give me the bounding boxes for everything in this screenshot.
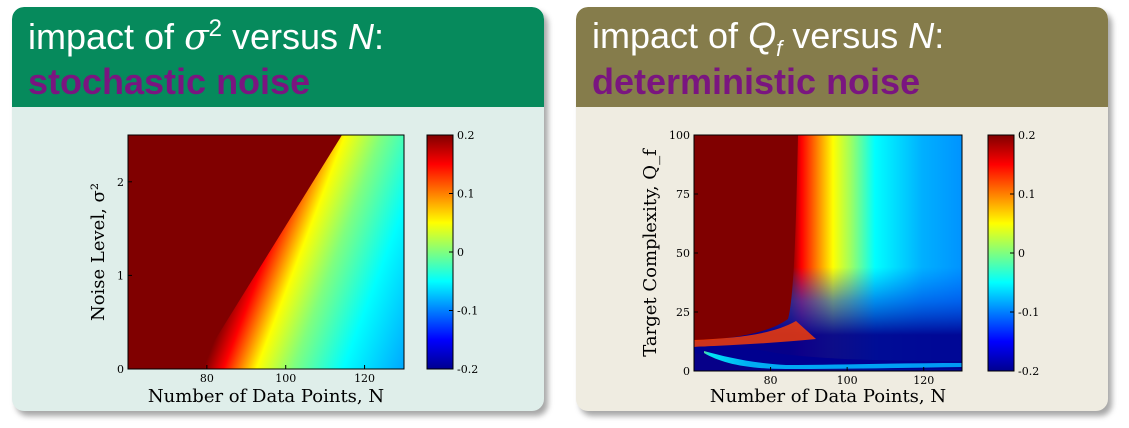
y-axis-label: Noise Level, σ² — [88, 183, 109, 321]
q-symbol: Q — [748, 15, 777, 56]
heatmap-area — [694, 135, 962, 371]
x-tick-label: 100 — [275, 372, 296, 385]
colorbar — [987, 134, 1015, 372]
colorbar-tick-label: -0.1 — [1018, 306, 1039, 319]
colorbar-tick-label: 0.2 — [1018, 129, 1036, 142]
colorbar-tick-label: -0.1 — [457, 305, 478, 318]
x-tick-label: 120 — [913, 374, 934, 387]
y-tick-label: 100 — [669, 129, 690, 142]
colorbar-tick-label: 0 — [457, 246, 464, 259]
x-tick-label: 120 — [354, 372, 375, 385]
y-tick-label: 75 — [676, 188, 690, 201]
panel-body: 80 100 120 0 25 50 75 100 0.2 0.1 0 -0.1 -0.2 Numbe… — [576, 107, 1108, 411]
colorbar-tick-label: 0.1 — [1018, 188, 1036, 201]
title-text: versus — [782, 15, 909, 56]
panel-header: impact of Qf versus N: deterministic noi… — [576, 7, 1108, 107]
panel-body: 80 100 120 0 1 2 0.2 0.1 0 -0.1 -0.2 Number of Da… — [12, 107, 544, 411]
title-colon: : — [374, 16, 385, 57]
heatmap-area — [128, 135, 404, 369]
stochastic-noise-panel: impact of σ2 versus N: stochastic noise — [12, 7, 544, 411]
x-tick-label: 100 — [837, 374, 858, 387]
colorbar-tick-label: 0.1 — [457, 188, 475, 201]
colorbar-ticks: 0.2 0.1 0 -0.1 -0.2 — [1010, 129, 1039, 378]
y-tick-label: 1 — [117, 269, 124, 282]
title-text: impact of — [592, 15, 749, 56]
deterministic-noise-panel: impact of Qf versus N: deterministic noi… — [576, 7, 1108, 411]
y-tick-label: 0 — [117, 363, 124, 376]
y-tick-label: 0 — [683, 365, 690, 378]
plot-frame — [693, 134, 963, 372]
x-axis-label: Number of Data Points, N — [710, 386, 946, 407]
sigma-symbol: σ — [184, 17, 209, 58]
x-axis-label: Number of Data Points, N — [148, 386, 384, 407]
colorbar-tick-label: -0.2 — [457, 363, 478, 376]
panel-title: impact of σ2 versus N: — [28, 15, 384, 58]
overfit-region — [694, 135, 798, 341]
panel-subtitle: deterministic noise — [592, 61, 921, 102]
y-axis-label: Target Complexity, Q_f — [640, 148, 661, 357]
colorbar — [426, 134, 454, 370]
colorbar-tick-label: 0 — [1018, 247, 1025, 260]
n-symbol: N — [348, 16, 375, 57]
overfit-region — [128, 135, 342, 369]
superscript: 2 — [208, 15, 222, 42]
colorbar-tick-label: -0.2 — [1018, 365, 1039, 378]
band-edge — [694, 321, 816, 347]
y-tick-label: 50 — [676, 247, 690, 260]
colorbar-ticks: 0.2 0.1 0 -0.1 -0.2 — [449, 129, 478, 376]
x-tick-label: 80 — [200, 372, 214, 385]
deterministic-noise-heatmap: 80 100 120 0 25 50 75 100 0.2 0.1 0 -0.1 -0.2 Numbe… — [640, 129, 1039, 407]
n-symbol: N — [908, 15, 935, 56]
x-tick-label: 80 — [764, 374, 778, 387]
panel-title: impact of Qf versus N: — [592, 15, 944, 62]
plot-frame — [127, 134, 405, 370]
y-tick-label: 2 — [117, 176, 124, 189]
stochastic-noise-heatmap: 80 100 120 0 1 2 0.2 0.1 0 -0.1 -0.2 Number of Da… — [88, 129, 478, 407]
subscript: f — [776, 36, 783, 62]
colorbar-tick-label: 0.2 — [457, 129, 475, 142]
panel-header: impact of σ2 versus N: stochastic noise — [12, 7, 544, 107]
title-text: impact of — [28, 16, 185, 57]
title-colon: : — [934, 15, 945, 56]
bright-band — [704, 351, 962, 369]
plot-axes: 80 100 120 0 25 50 75 100 — [669, 129, 934, 387]
panel-subtitle: stochastic noise — [28, 61, 311, 102]
y-tick-label: 25 — [676, 306, 690, 319]
title-text: versus — [222, 16, 349, 57]
